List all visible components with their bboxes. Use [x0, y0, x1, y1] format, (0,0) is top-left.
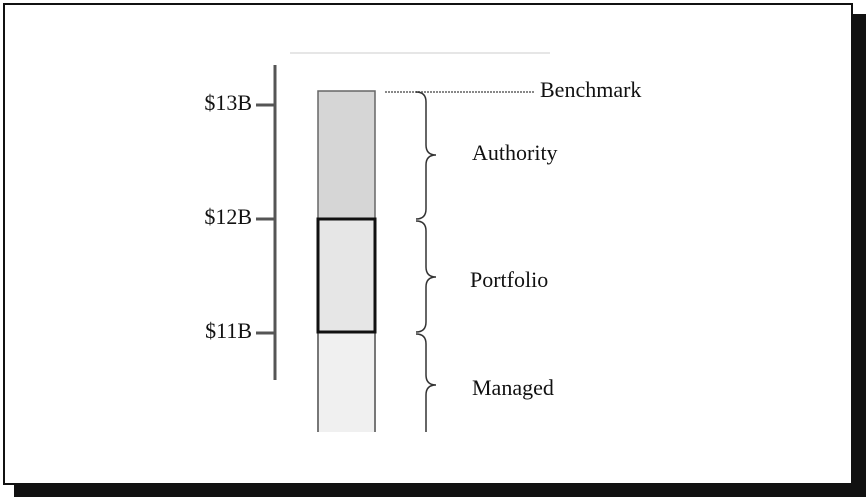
brace [415, 333, 437, 432]
brace [415, 220, 437, 333]
tick-label: $13B [204, 90, 252, 115]
benchmark-label: Benchmark [540, 77, 641, 102]
segment-label: Portfolio [470, 267, 548, 292]
segment-label: Authority [472, 140, 558, 165]
segment-authority [317, 90, 376, 220]
brace [415, 91, 437, 220]
segment-managed [318, 332, 375, 432]
segment-portfolio [316, 217, 377, 334]
frame [3, 3, 853, 485]
tick-label: $11B [205, 318, 252, 343]
tick-label: $12B [204, 204, 252, 229]
segment-label: Managed [472, 375, 554, 400]
